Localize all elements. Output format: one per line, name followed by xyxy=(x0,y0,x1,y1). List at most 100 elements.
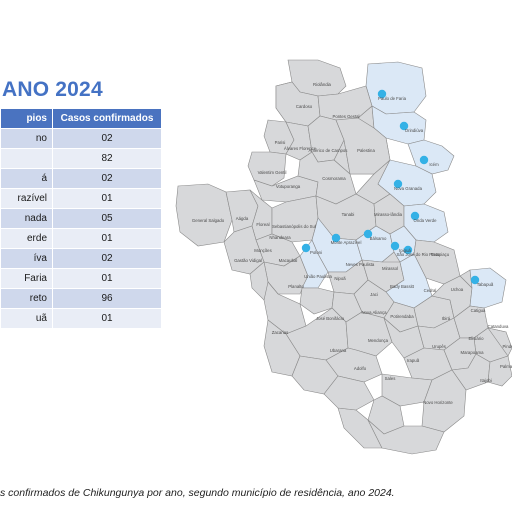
case-marker-icem xyxy=(419,155,429,165)
cell-municipio: á xyxy=(0,168,53,189)
municipality-label: Urupês xyxy=(432,344,446,349)
municipality-label: Cedral xyxy=(424,288,437,293)
municipality-label: Icém xyxy=(429,162,439,167)
municipality-label: Nova Granada xyxy=(394,186,423,191)
municipality-label: Mendonça xyxy=(368,338,389,343)
municipality-label: Américo de Campos xyxy=(309,148,348,153)
region-map: Riolândia Paulo de Faria Cardoso Pontes Ges… xyxy=(175,59,512,455)
municipality-label: Monções xyxy=(254,248,271,253)
municipality-label: Paulo de Faria xyxy=(378,96,407,101)
case-marker-balsamo xyxy=(363,229,373,239)
municipality-label: Catanduva xyxy=(488,324,509,329)
municipality-label: São José do Rio Preto xyxy=(397,252,441,257)
municipality-label: Riolândia xyxy=(313,82,332,87)
table-row: erde 01 xyxy=(0,228,162,249)
figure-caption: s confirmados de Chikungunya por ano, se… xyxy=(0,487,395,499)
municipality-label: Nipoã xyxy=(334,276,346,281)
cell-casos: 01 xyxy=(52,308,162,329)
table-row: reto 96 xyxy=(0,288,162,309)
column-header-casos: Casos confirmados xyxy=(52,108,162,129)
municipality-label: Votuporanga xyxy=(276,184,301,189)
cell-casos: 05 xyxy=(52,208,162,229)
municipality-label: Tanabi xyxy=(342,212,355,217)
municipality-label: Bálsamo xyxy=(370,236,387,241)
municipality-label: General Salgado xyxy=(192,218,225,223)
municipality-label: Aágda xyxy=(236,216,249,221)
table-row: nada 05 xyxy=(0,208,162,229)
municipality-label: Itajobi xyxy=(480,378,492,383)
cell-municipio: íva xyxy=(0,248,53,269)
municipality-label: Valentim Gentil xyxy=(258,170,287,175)
cell-municipio: Faria xyxy=(0,268,53,289)
municipality-label: Sebastianópolis do Sul xyxy=(272,224,316,229)
municipality-label: Cardoso xyxy=(296,104,313,109)
municipality-general-salgado xyxy=(175,183,233,247)
municipality-label: Mirasso-lândia xyxy=(374,212,403,217)
municipality-label: Potirendaba xyxy=(390,314,414,319)
municipality-labels-layer: Riolândia Paulo de Faria Cardoso Pontes Ges… xyxy=(192,82,512,405)
cell-municipio: reto xyxy=(0,288,53,309)
municipality-label: Monte Aprazível xyxy=(331,240,362,245)
municipality-label: Orindiúva xyxy=(405,128,424,133)
municipality-label: Ipiguá xyxy=(399,248,411,253)
case-marker-sao-jose-do-rio-preto xyxy=(403,245,413,255)
cases-table: pios Casos confirmados no 02 82 á 02 razív… xyxy=(0,108,162,329)
municipality-label: Ubarana xyxy=(330,348,347,353)
municipality-label: Guapiaçu xyxy=(431,252,450,257)
municipality-label: Irapuã xyxy=(407,358,420,363)
municipalities-layer xyxy=(175,59,512,455)
cell-casos: 01 xyxy=(52,268,162,289)
municipality-label: Álvares Florence xyxy=(284,146,317,151)
table-row: razível 01 xyxy=(0,188,162,209)
municipality-label: Onda Verde xyxy=(414,218,438,223)
municipality-pindorama xyxy=(487,327,512,357)
municipality-label: União Paulista xyxy=(304,274,332,279)
table-row: Faria 01 xyxy=(0,268,162,289)
cell-municipio xyxy=(0,148,53,169)
municipality-label: Planalto xyxy=(288,284,304,289)
case-marker-paulo-de-faria xyxy=(377,89,387,99)
column-header-municipio: pios xyxy=(0,108,53,129)
page-title: ANO 2024 xyxy=(2,78,103,101)
case-marker-monte-aprazivel xyxy=(331,233,341,243)
municipality-paulo-de-faria xyxy=(365,61,427,115)
municipality-label: Cosmorama xyxy=(322,176,346,181)
cell-municipio: uã xyxy=(0,308,53,329)
municipality-label: Sales xyxy=(385,376,396,381)
cell-casos: 01 xyxy=(52,228,162,249)
municipality-label: Floreal xyxy=(256,222,269,227)
municipality-label: Parisi xyxy=(275,140,286,145)
municipality-label: Ibirá xyxy=(442,316,451,321)
municipality-label: Palestina xyxy=(357,148,375,153)
municipality-label: Palmare xyxy=(500,364,512,369)
municipality-label: Gastão Vidigal xyxy=(234,258,262,263)
municipality-valentim-gentil xyxy=(247,151,287,187)
case-marker-orindiuva xyxy=(399,121,409,131)
municipality-label: Bady Bassitt xyxy=(390,284,415,289)
municipality-label: Uchoa xyxy=(451,287,464,292)
cell-casos: 02 xyxy=(52,248,162,269)
municipality-label: Catiguá xyxy=(471,308,486,313)
cell-casos: 02 xyxy=(52,128,162,149)
case-marker-poloni xyxy=(301,243,311,253)
municipality-label: Neves Paulista xyxy=(346,262,375,267)
case-marker-onda-verde xyxy=(410,211,420,221)
case-marker-nova-granada xyxy=(393,179,403,189)
municipality-label: Pontes Gestal xyxy=(333,114,360,119)
municipality-label: Pindo xyxy=(503,344,512,349)
case-marker-tabapua xyxy=(470,275,480,285)
municipality-label: Elisiário xyxy=(468,336,484,341)
table-row: á 02 xyxy=(0,168,162,189)
case-markers-layer xyxy=(301,89,480,285)
cell-casos: 96 xyxy=(52,288,162,309)
municipality-gastao-vidigal xyxy=(223,225,265,275)
table-row: 82 xyxy=(0,148,162,169)
municipality-label: Tabapuã xyxy=(477,282,494,287)
cell-casos: 01 xyxy=(52,188,162,209)
cell-municipio: razível xyxy=(0,188,53,209)
table-header-row: pios Casos confirmados xyxy=(0,108,162,129)
table-row: íva 02 xyxy=(0,248,162,269)
municipality-label: Nhandeara xyxy=(269,235,291,240)
municipality-label: Poloni xyxy=(310,250,322,255)
municipality-label: Mirassol xyxy=(382,266,398,271)
